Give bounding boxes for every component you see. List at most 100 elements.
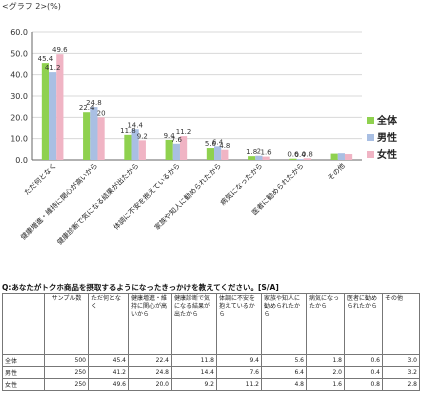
- data-label: 11.8: [120, 127, 136, 135]
- legend-entry: 女性: [377, 148, 397, 161]
- table-cell: 11.8: [171, 354, 217, 367]
- bar: [330, 153, 338, 160]
- category-label: 家族や知人に勧められたから: [152, 161, 223, 232]
- table-cell: 0.8: [344, 378, 383, 391]
- table-cell: 500: [44, 354, 89, 367]
- y-tick-label: 10.0: [10, 135, 28, 144]
- y-tick-label: 0.0: [15, 156, 28, 165]
- data-label: 9.4: [164, 132, 176, 140]
- table-cell: 2.8: [382, 378, 420, 391]
- bar: [124, 134, 132, 160]
- table-cell: 22.4: [128, 354, 172, 367]
- bar: [221, 149, 229, 160]
- data-label: 49.6: [52, 46, 68, 54]
- table-cell: 250: [44, 378, 89, 391]
- bar: [49, 72, 57, 160]
- table-cell: 11.2: [216, 378, 262, 391]
- table-header-cell: 医者に勧められたから: [344, 293, 383, 355]
- bar: [289, 158, 297, 160]
- bar: [97, 117, 105, 160]
- table-cell: 0.4: [344, 366, 383, 379]
- data-label: 7.6: [171, 136, 183, 144]
- category-label: 健康診断で気になる結果が出たから: [55, 161, 141, 247]
- axes: 0.0 10.0 20.0 30.0 40.0 50.0 60.0: [10, 28, 33, 165]
- row-label: 男性: [2, 366, 45, 379]
- y-tick-label: 20.0: [10, 113, 28, 122]
- table-header-cell: ただ何となく: [88, 293, 129, 355]
- bar: [206, 148, 215, 160]
- data-label: 24.8: [86, 99, 102, 107]
- data-label: 4.8: [219, 142, 230, 150]
- category-label: ただ何となく: [22, 161, 58, 197]
- row-label: 全体: [2, 354, 45, 367]
- data-label: 20: [97, 109, 106, 117]
- table-cell: 24.8: [128, 366, 172, 379]
- bar: [337, 153, 345, 160]
- bar: [248, 156, 256, 160]
- data-label: 5.6: [205, 140, 217, 148]
- table-cell: 5.6: [261, 354, 307, 367]
- bar: [303, 158, 311, 160]
- category-label: その他: [326, 161, 347, 182]
- table-header-cell: 健康増進・維持に関心が高いから: [128, 293, 172, 355]
- y-tick-label: 50.0: [10, 49, 28, 58]
- legend-swatch: [367, 151, 374, 158]
- bar: [41, 63, 50, 160]
- data-label: 11.2: [176, 128, 192, 136]
- table-cell: 45.4: [88, 354, 129, 367]
- bar: [138, 140, 146, 160]
- table-cell: 41.2: [88, 366, 129, 379]
- table-cell: 1.6: [306, 378, 345, 391]
- grid-lines: [32, 31, 362, 161]
- data-label: 9.2: [137, 132, 148, 140]
- bar: [255, 155, 263, 160]
- bar: [214, 146, 222, 160]
- table-header-cell: サンプル数: [44, 293, 89, 355]
- table-cell: 6.4: [261, 366, 307, 379]
- table-header-cell: [2, 293, 45, 355]
- y-tick-label: 30.0: [10, 92, 28, 101]
- bar: [83, 112, 91, 160]
- table-cell: 1.8: [306, 354, 345, 367]
- y-tick-label: 60.0: [10, 28, 28, 37]
- table-cell: 9.4: [216, 354, 262, 367]
- category-label: 体調に不安を抱えているから: [111, 161, 181, 231]
- data-label: 0.4: [295, 151, 307, 159]
- table-header-cell: 体調に不安を抱えているから: [216, 293, 262, 355]
- y-tick-label: 40.0: [10, 71, 28, 80]
- table-cell: 49.6: [88, 378, 129, 391]
- question-text: Q:あなたがトクホ商品を摂取するようになったきっかけを教えてください。[S/A]: [2, 283, 279, 292]
- bar: [90, 107, 98, 160]
- table-cell: 9.2: [171, 378, 217, 391]
- table-row: 全体 500 45.4 22.4 11.8 9.4 5.6 1.8 0.6 3.0: [2, 354, 420, 367]
- table-row: 女性 250 49.6 20.0 9.2 11.2 4.8 1.6 0.8 2.8: [2, 378, 420, 391]
- category-labels: ただ何となく健康増進・維持に関心が高いから健康診断で気になる結果が出たから体調に…: [19, 161, 347, 247]
- legend-entry: 全体: [376, 114, 398, 127]
- data-label: 14.4: [127, 121, 143, 129]
- table-cell: 250: [44, 366, 89, 379]
- bar: [165, 139, 173, 160]
- bar: [344, 154, 353, 160]
- graph-label: <グラフ 2>(%): [2, 2, 61, 11]
- table-header-cell: 家族や知人に勧められたから: [261, 293, 307, 355]
- table-body: 全体 500 45.4 22.4 11.8 9.4 5.6 1.8 0.6 3.0 男性 250 41.…: [2, 354, 420, 391]
- data-label: 6.4: [212, 138, 224, 146]
- table-cell: 20.0: [128, 378, 172, 391]
- legend-swatch: [367, 117, 374, 124]
- bar: [296, 159, 304, 160]
- bar: [172, 143, 180, 160]
- bar: [262, 156, 270, 160]
- table-cell: 7.6: [216, 366, 262, 379]
- category-label: 健康増進・維持に関心が高いから: [19, 161, 100, 242]
- legend-entry: 男性: [377, 131, 397, 144]
- table-header-row: サンプル数 ただ何となく 健康増進・維持に関心が高いから 健康診断で気になる結果が出た…: [2, 293, 420, 355]
- table-header-cell: 病気になったから: [306, 293, 345, 355]
- table-cell: 2.0: [306, 366, 345, 379]
- data-label: 1.8: [246, 148, 257, 156]
- table-cell: 0.6: [344, 354, 383, 367]
- bar-chart: 0.0 10.0 20.0 30.0 40.0 50.0 60.0 45.441.2 49.6…: [10, 28, 398, 247]
- data-label: 0.6: [287, 151, 299, 159]
- bar: [131, 129, 139, 160]
